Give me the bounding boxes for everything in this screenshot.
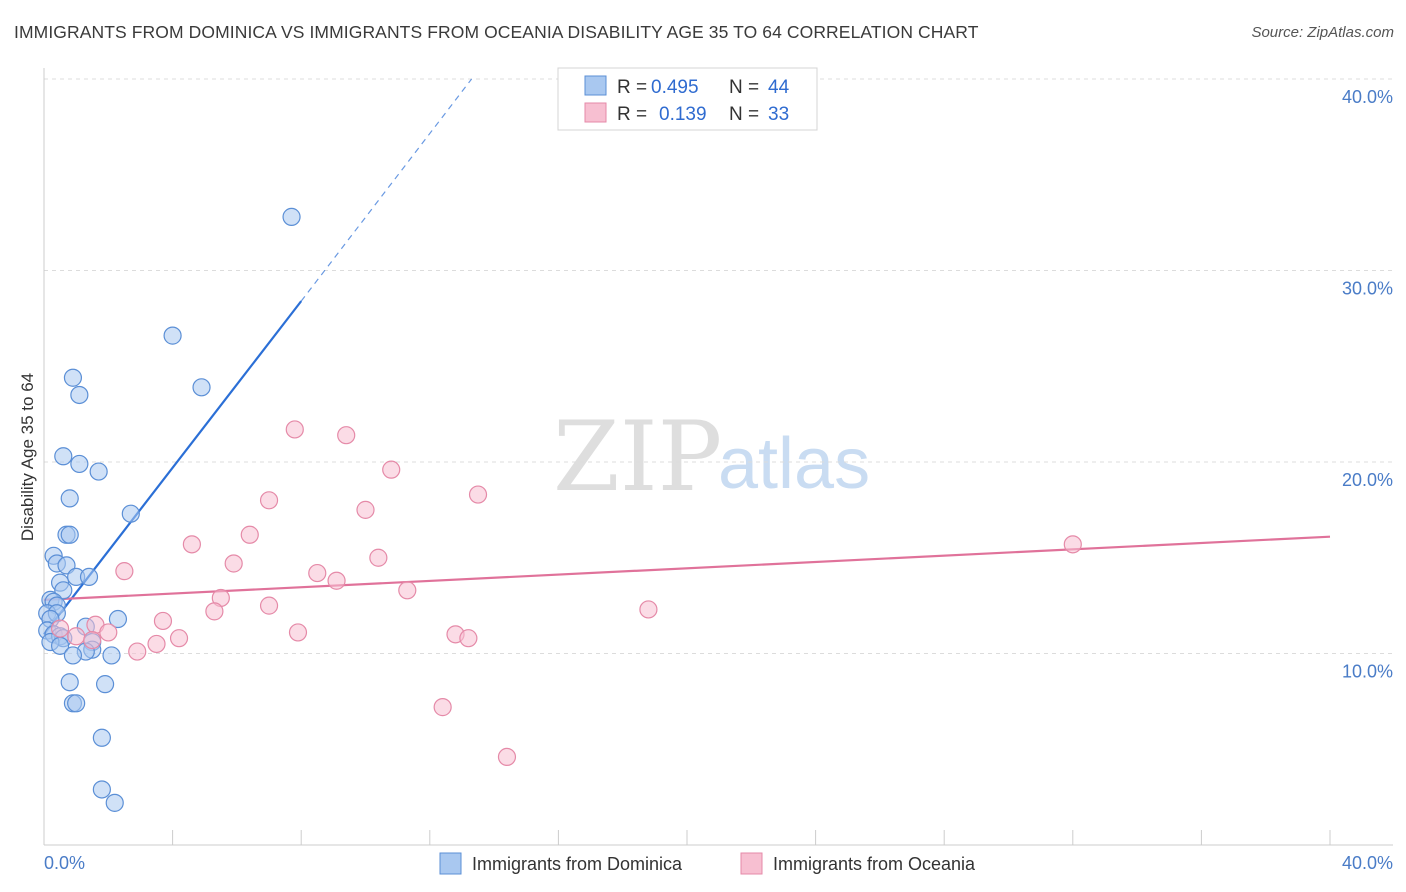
point-oceania bbox=[468, 485, 488, 504]
trend-lines bbox=[43, 78, 1331, 636]
point-oceania bbox=[50, 619, 70, 638]
point-oceania bbox=[1063, 535, 1082, 554]
legend-n-value-oceania: 33 bbox=[768, 104, 789, 125]
point-dominica bbox=[163, 326, 182, 345]
point-dominica bbox=[102, 646, 121, 665]
watermark-zip: ZIP bbox=[553, 401, 722, 513]
trend-line-dominica-extension bbox=[300, 78, 473, 302]
watermark-atlas: atlas bbox=[718, 424, 870, 504]
point-dominica bbox=[121, 504, 140, 523]
point-oceania bbox=[356, 500, 375, 519]
point-dominica bbox=[67, 694, 86, 713]
y-tick-label: 30.0% bbox=[1342, 279, 1393, 299]
point-dominica bbox=[282, 207, 301, 226]
point-oceania bbox=[337, 426, 356, 445]
point-oceania bbox=[259, 596, 279, 615]
legend-swatch-oceania bbox=[584, 102, 607, 123]
data-points bbox=[38, 207, 1082, 812]
point-oceania bbox=[67, 627, 86, 646]
point-oceania bbox=[369, 548, 388, 567]
y-tick-label: 40.0% bbox=[1342, 87, 1393, 107]
point-oceania bbox=[459, 629, 478, 648]
point-oceania bbox=[285, 420, 304, 439]
point-dominica bbox=[60, 673, 79, 692]
point-dominica bbox=[108, 609, 128, 629]
point-oceania bbox=[182, 535, 201, 554]
point-dominica bbox=[63, 368, 83, 387]
point-oceania bbox=[99, 623, 118, 642]
point-dominica bbox=[70, 454, 89, 474]
legend-r-value-dominica: 0.495 bbox=[651, 77, 699, 98]
point-oceania bbox=[497, 747, 517, 767]
point-dominica bbox=[60, 489, 79, 508]
point-oceania bbox=[327, 571, 346, 590]
point-dominica bbox=[105, 793, 124, 812]
point-dominica bbox=[79, 567, 99, 587]
chart-title: IMMIGRANTS FROM DOMINICA VS IMMIGRANTS F… bbox=[14, 22, 979, 42]
trend-line-oceania bbox=[43, 535, 1331, 601]
point-dominica bbox=[60, 525, 79, 544]
point-oceania bbox=[259, 491, 279, 510]
point-oceania bbox=[153, 611, 173, 631]
y-axis-title: Disability Age 35 to 64 bbox=[18, 373, 37, 541]
point-oceania bbox=[398, 581, 417, 600]
point-oceania bbox=[115, 562, 134, 581]
legend-n-label-dominica: N = bbox=[729, 77, 759, 98]
point-oceania bbox=[308, 563, 327, 583]
bottom-legend-label-dominica: Immigrants from Dominica bbox=[472, 854, 683, 874]
legend-r-label-dominica: R = bbox=[617, 77, 647, 98]
point-dominica bbox=[92, 780, 111, 799]
point-oceania bbox=[224, 554, 243, 573]
point-oceania bbox=[240, 525, 259, 544]
point-dominica bbox=[192, 378, 211, 397]
point-dominica bbox=[70, 385, 89, 405]
point-dominica bbox=[63, 646, 83, 665]
point-dominica bbox=[54, 447, 73, 466]
point-dominica bbox=[92, 728, 111, 747]
bottom-legend-swatch-oceania bbox=[740, 852, 763, 875]
point-oceania bbox=[205, 602, 224, 621]
point-dominica bbox=[89, 462, 108, 481]
bottom-legend-swatch-dominica bbox=[439, 852, 462, 875]
point-oceania bbox=[288, 623, 308, 642]
x-tick-label-max: 40.0% bbox=[1342, 853, 1393, 873]
point-dominica bbox=[95, 675, 115, 694]
legend-swatch-dominica bbox=[584, 75, 607, 96]
y-tick-label: 20.0% bbox=[1342, 470, 1393, 490]
legend-box: R = 0.495 N = 44 R = 0.139 N = 33 bbox=[557, 67, 818, 131]
legend-n-value-dominica: 44 bbox=[768, 77, 790, 98]
bottom-legend: Immigrants from Dominica Immigrants from… bbox=[439, 852, 976, 875]
point-oceania bbox=[147, 634, 166, 654]
y-tick-labels: 10.0% 20.0% 30.0% 40.0% bbox=[1342, 87, 1393, 682]
point-oceania bbox=[382, 460, 401, 479]
point-oceania bbox=[433, 698, 452, 717]
legend-r-value-oceania: 0.139 bbox=[659, 104, 707, 125]
point-oceania bbox=[83, 630, 102, 650]
legend-r-label-oceania: R = bbox=[617, 104, 647, 125]
x-tick-label-min: 0.0% bbox=[44, 853, 85, 873]
point-oceania bbox=[169, 629, 189, 648]
point-oceania bbox=[639, 600, 658, 619]
point-oceania bbox=[128, 642, 147, 661]
legend-n-label-oceania: N = bbox=[729, 104, 759, 125]
y-tick-label: 10.0% bbox=[1342, 662, 1393, 682]
bottom-legend-label-oceania: Immigrants from Oceania bbox=[773, 854, 976, 874]
source-label: Source: ZipAtlas.com bbox=[1251, 24, 1394, 41]
axes bbox=[43, 68, 1393, 846]
